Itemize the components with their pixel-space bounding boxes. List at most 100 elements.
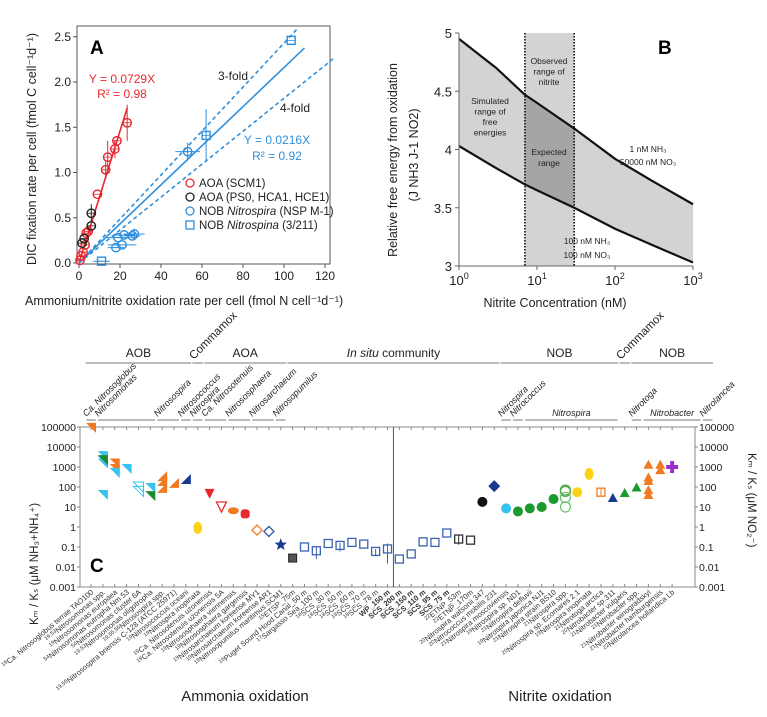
x-tick-label: 40 xyxy=(154,269,168,283)
four-fold-label: 4-fold xyxy=(280,101,310,115)
marker-triangle xyxy=(180,474,191,485)
upper-curve-label: 1 nM NH₃ xyxy=(630,144,667,154)
legend-marker xyxy=(185,192,195,202)
data-point xyxy=(92,189,103,200)
blue-fit-r2: R² = 0.92 xyxy=(252,149,302,163)
data-point xyxy=(111,242,121,253)
marker-triangle xyxy=(97,489,108,500)
marker-star xyxy=(274,538,287,550)
y-tick-label: 1000 xyxy=(53,462,77,474)
panel-a-label: A xyxy=(90,38,104,59)
group-label: AOA xyxy=(233,346,258,360)
y-tick-label-right: 0.001 xyxy=(699,582,725,594)
marker-square-open xyxy=(454,534,464,544)
section-title-nitrite: Nitrite oxidation xyxy=(508,688,611,705)
x-tick-label: 100 xyxy=(274,269,294,283)
panel-b-x-axis-title: Nitrite Concentration (nM) xyxy=(483,296,626,310)
y-tick-label: 2.0 xyxy=(54,75,71,89)
marker-diamond-open xyxy=(262,525,275,538)
marker-triangle xyxy=(145,491,156,502)
y-tick-label: 10000 xyxy=(47,442,76,454)
marker-triangle-up xyxy=(607,493,618,503)
marker-triangle xyxy=(145,482,156,493)
marker-triangle xyxy=(157,482,168,493)
three-fold-label: 3-fold xyxy=(218,69,248,83)
upper-curve xyxy=(458,37,694,206)
data-point xyxy=(83,226,94,237)
x-tick-label: 20 xyxy=(113,269,127,283)
y-tick-label: 10 xyxy=(64,502,76,514)
group-label: AOB xyxy=(126,346,151,360)
y-tick-label: 1.5 xyxy=(54,120,71,134)
legend-marker xyxy=(185,178,195,188)
y-tick-label: 0.0 xyxy=(54,256,71,270)
marker-circle xyxy=(501,503,512,514)
marker-square xyxy=(288,553,298,563)
lower-curve xyxy=(458,145,694,264)
marker-circle xyxy=(572,487,583,498)
x-tick-label: 102 xyxy=(605,271,624,288)
y-tick-label: 0.001 xyxy=(50,582,76,594)
red-fit-equation: Y = 0.0729X xyxy=(89,72,155,86)
marker-circle xyxy=(548,494,559,505)
group-label: NOB xyxy=(659,346,685,360)
marker-circle xyxy=(512,506,523,517)
y-tick-label: 0.1 xyxy=(61,542,76,554)
marker-square-open xyxy=(442,528,452,538)
lower-curve-label: 100 nM NO₃ xyxy=(564,250,611,260)
marker-square-open xyxy=(430,537,440,548)
marker-square-open xyxy=(370,546,381,557)
data-point xyxy=(113,232,123,243)
marker-cross xyxy=(670,461,675,473)
marker-square-open xyxy=(596,487,606,497)
y-tick-label: 2.5 xyxy=(54,30,71,44)
y-tick-label: 5 xyxy=(445,26,452,41)
legend-label: AOA (PS0, HCA1, HCE1) xyxy=(199,192,330,204)
y-tick-label: 3.5 xyxy=(434,201,452,216)
y-tick-label-right: 10000 xyxy=(699,442,728,454)
y-tick-label: 4.5 xyxy=(434,84,452,99)
panel-c-points xyxy=(86,422,679,564)
marker-triangle-down xyxy=(204,488,215,499)
simulated-label: Simulated xyxy=(471,96,509,106)
marker-triangle-down-open xyxy=(215,501,228,514)
genus-label: Nitrospira xyxy=(552,408,591,418)
marker-triangle xyxy=(169,477,180,488)
x-tick-label: 101 xyxy=(527,271,546,288)
red-fit-r2: R² = 0.98 xyxy=(97,87,147,101)
panel-c-label: C xyxy=(90,556,104,577)
marker-circle-open xyxy=(559,485,572,498)
genus-label: Nitrobacter xyxy=(650,408,695,418)
data-point xyxy=(102,152,113,163)
observed-label: nitrite xyxy=(539,77,560,87)
fit-line xyxy=(78,47,306,264)
expected-range-area xyxy=(524,94,575,208)
marker-square-open xyxy=(299,542,310,552)
y-tick-label: 100 xyxy=(58,482,76,494)
y-tick-label-right: 10 xyxy=(699,502,711,514)
marker-triangle-up xyxy=(631,482,642,492)
marker-triangle-open xyxy=(132,485,144,498)
marker-ellipse xyxy=(193,521,203,534)
marker-circle-open xyxy=(559,491,572,504)
x-tick-label: 103 xyxy=(683,271,702,288)
y-tick-label: 0.01 xyxy=(56,562,77,574)
marker-circle xyxy=(524,503,535,514)
x-tick-label: 80 xyxy=(236,269,250,283)
panel-b-y-axis-title: Relative free energy from oxidation xyxy=(386,63,400,257)
y-tick-label: 0.5 xyxy=(54,211,71,225)
marker-triangle xyxy=(109,468,120,479)
legend-label: AOA (SCM1) xyxy=(199,178,266,190)
simulated-range-area xyxy=(459,38,693,263)
marker-square-open xyxy=(347,537,357,548)
x-tick-label: 0 xyxy=(76,269,83,283)
data-point xyxy=(100,164,111,175)
data-point xyxy=(112,135,122,146)
y-tick-label-right: 100 xyxy=(699,482,717,494)
legend-label: NOB Nitrospina (3/211) xyxy=(199,220,318,232)
